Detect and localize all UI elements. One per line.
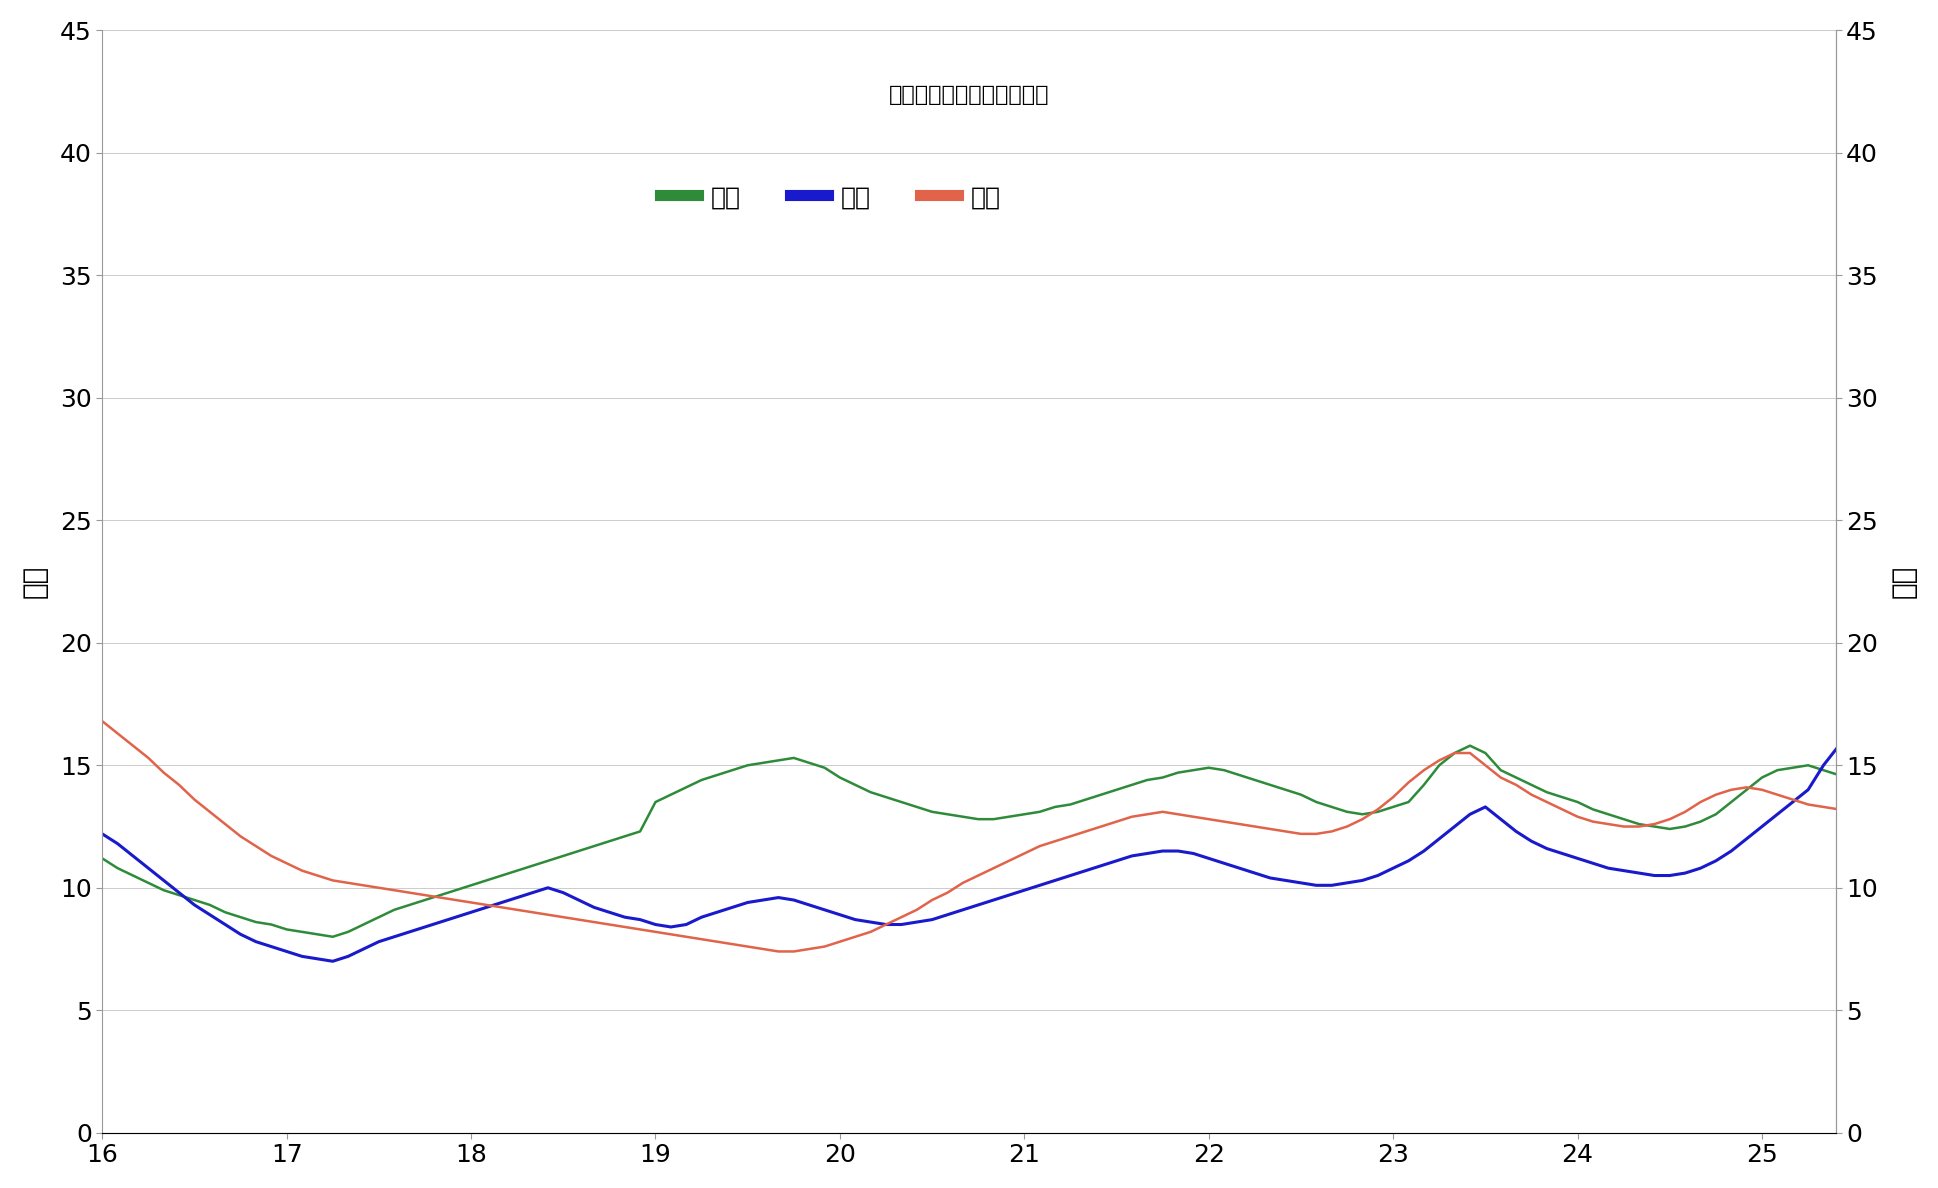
二線 — [1428, 832, 1452, 846]
二線 — [91, 827, 114, 841]
一線 — [229, 910, 252, 924]
Legend: 一線, 二線, 三線: 一線, 二線, 三線 — [651, 175, 1010, 219]
Y-axis label: 月數: 月數 — [21, 565, 48, 599]
三線 — [1351, 813, 1374, 827]
二線 — [1659, 868, 1682, 883]
三線 — [1058, 829, 1081, 843]
Line: 三線: 三線 — [103, 170, 1938, 952]
三線 — [767, 944, 791, 959]
三線 — [1519, 788, 1543, 802]
二線 — [322, 954, 345, 968]
二線 — [859, 915, 882, 929]
Line: 二線: 二線 — [103, 564, 1938, 961]
三線 — [182, 792, 205, 807]
一線 — [91, 852, 114, 866]
Y-axis label: 月數: 月數 — [1890, 565, 1917, 599]
二線 — [1519, 834, 1543, 848]
二線 — [1843, 734, 1866, 748]
一線 — [322, 930, 345, 944]
三線 — [91, 714, 114, 728]
Line: 一線: 一線 — [103, 539, 1938, 937]
Text: 按城市等級劃分的房屋庫存: 按城市等級劃分的房屋庫存 — [890, 86, 1048, 106]
